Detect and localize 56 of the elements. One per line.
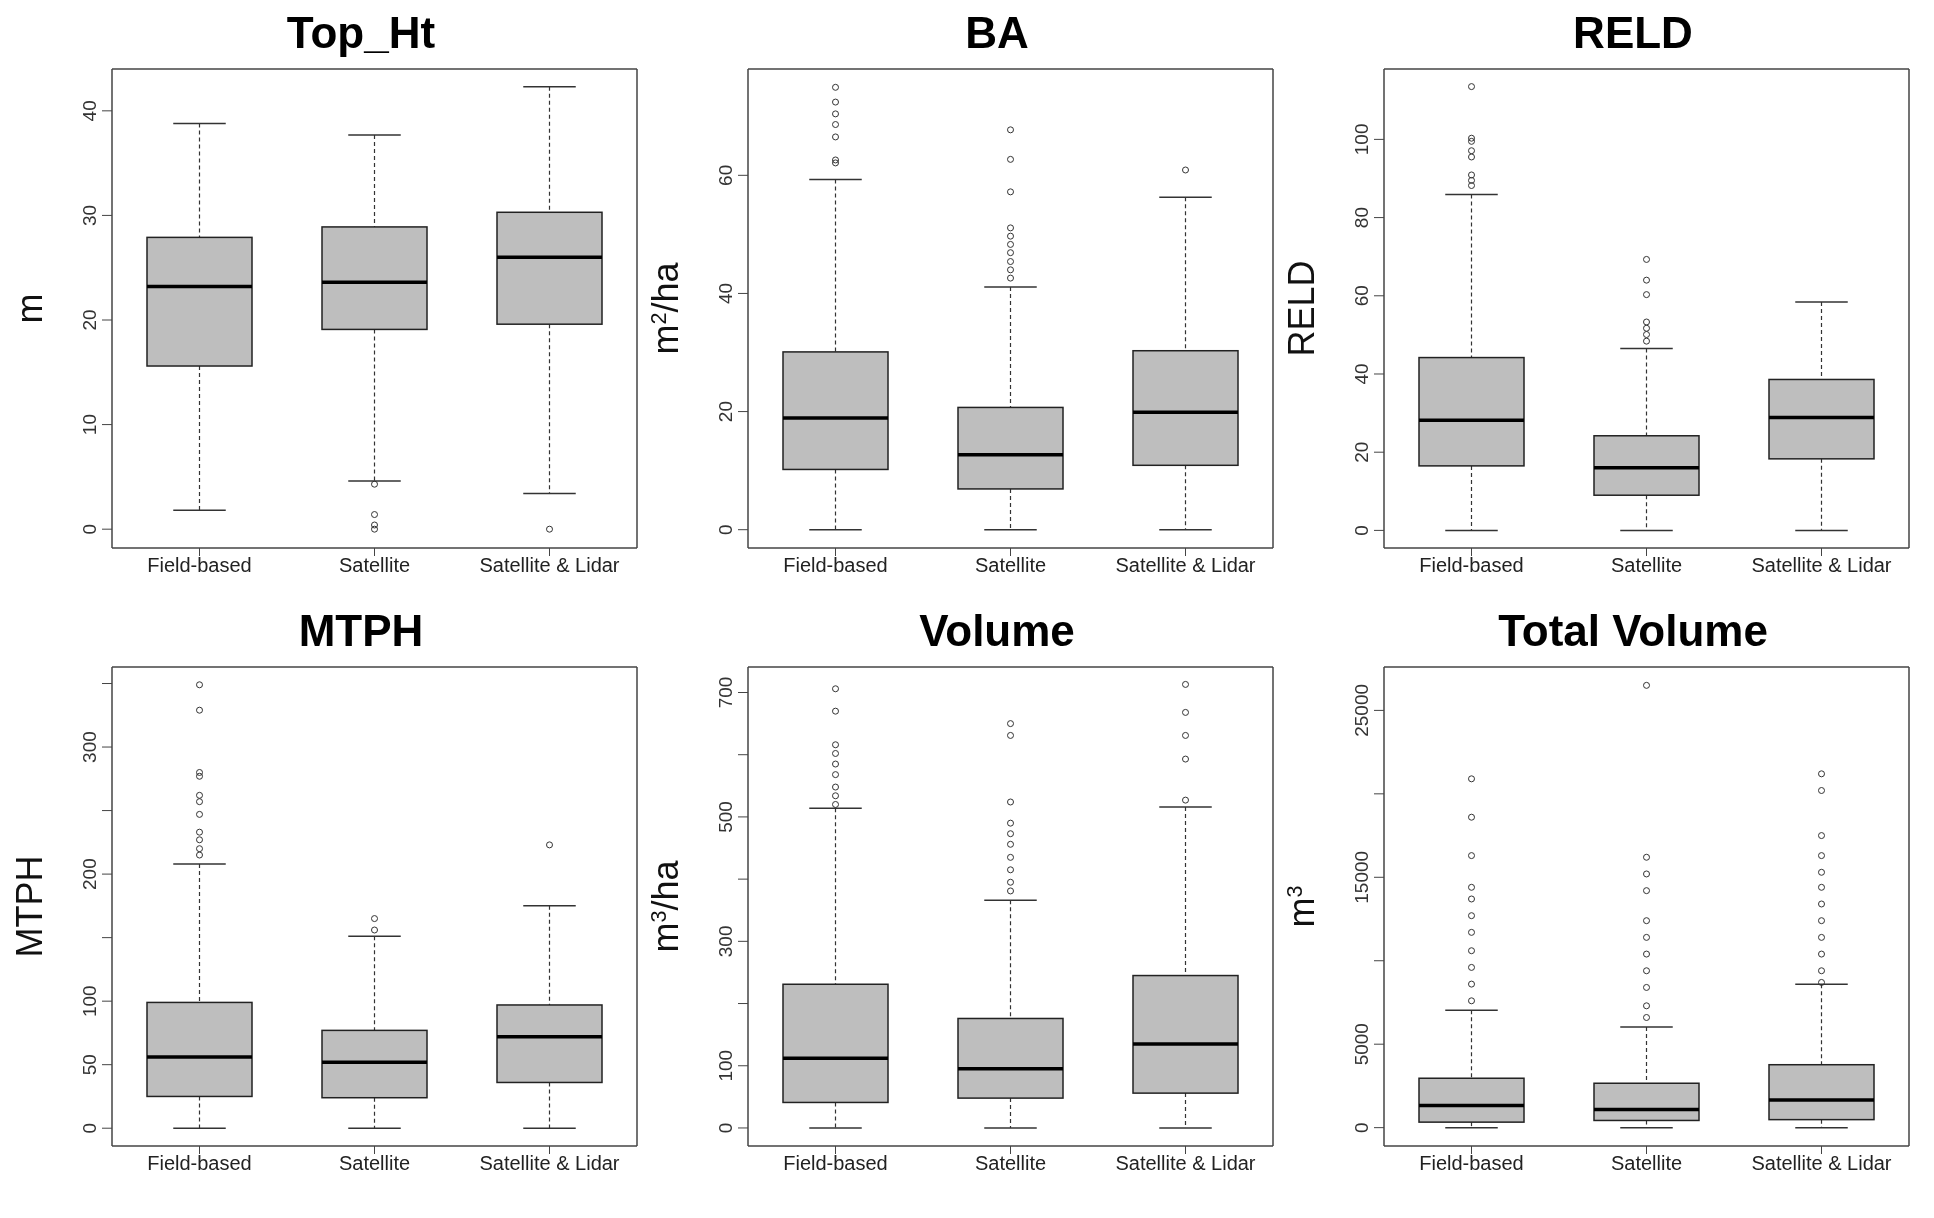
y-axis-title: m [9,293,50,324]
y-tick-label: 15000 [1351,850,1372,904]
y-tick-label: 25000 [1351,683,1372,737]
x-tick-label: Satellite [1610,554,1683,577]
y-tick-label: 20 [715,400,736,423]
y-tick-label: 5000 [1351,1023,1372,1066]
chart-title: Total Volume [1497,606,1769,657]
y-tick-label: 0 [1351,525,1372,536]
x-tick-label: Satellite & Lidar [1751,1152,1892,1175]
y-tick-label: 0 [715,1122,736,1134]
x-tick-label: Satellite & Lidar [1115,554,1256,577]
y-tick-label: 100 [715,1049,736,1082]
y-tick-label: 300 [79,731,100,763]
y-tick-label: 500 [715,801,736,833]
y-axis-title: MTPH [9,855,50,958]
y-tick-label: 0 [1351,1122,1372,1133]
x-tick-label: Satellite & Lidar [479,554,620,577]
y-tick-label: 30 [79,204,100,226]
y-tick-label: 40 [715,282,736,305]
x-tick-label: Field-based [783,1152,888,1175]
y-tick-label: 200 [79,858,100,890]
chart-title: Top_Ht [285,8,437,59]
y-tick-label: 700 [715,676,736,709]
x-tick-label: Field-based [1419,554,1524,577]
x-tick-label: Satellite [1610,1152,1683,1175]
x-tick-label: Satellite [974,554,1047,577]
x-tick-label: Satellite [974,1152,1047,1175]
y-tick-label: 50 [79,1054,100,1076]
y-tick-label: 10 [79,414,100,436]
x-tick-label: Satellite [338,1152,411,1175]
y-tick-label: 60 [1351,285,1372,307]
x-tick-label: Satellite [338,554,411,577]
x-tick-label: Satellite & Lidar [1751,554,1892,577]
y-tick-label: 0 [79,1122,100,1134]
y-tick-label: 60 [715,164,736,186]
chart-title: BA [964,8,1030,59]
y-tick-label: 300 [715,925,736,958]
x-tick-label: Field-based [147,554,252,577]
x-tick-label: Satellite & Lidar [479,1152,620,1175]
y-tick-label: 40 [79,100,100,122]
chart-title: Volume [918,606,1076,657]
x-tick-label: Field-based [1419,1152,1524,1175]
x-tick-label: Satellite & Lidar [1115,1152,1256,1175]
x-tick-label: Field-based [147,1152,252,1175]
y-tick-label: 80 [1351,207,1372,229]
y-tick-label: 40 [1351,363,1372,385]
x-tick-label: Field-based [783,554,888,577]
y-tick-label: 100 [79,985,100,1018]
chart-title: MTPH [297,606,425,657]
y-tick-label: 0 [715,524,736,535]
y-tick-label: 100 [1351,123,1372,156]
y-tick-label: 0 [79,523,100,535]
y-axis-title: RELD [1281,260,1322,357]
chart-title: RELD [1572,8,1694,59]
y-tick-label: 20 [1351,441,1372,463]
y-tick-label: 20 [79,309,100,331]
